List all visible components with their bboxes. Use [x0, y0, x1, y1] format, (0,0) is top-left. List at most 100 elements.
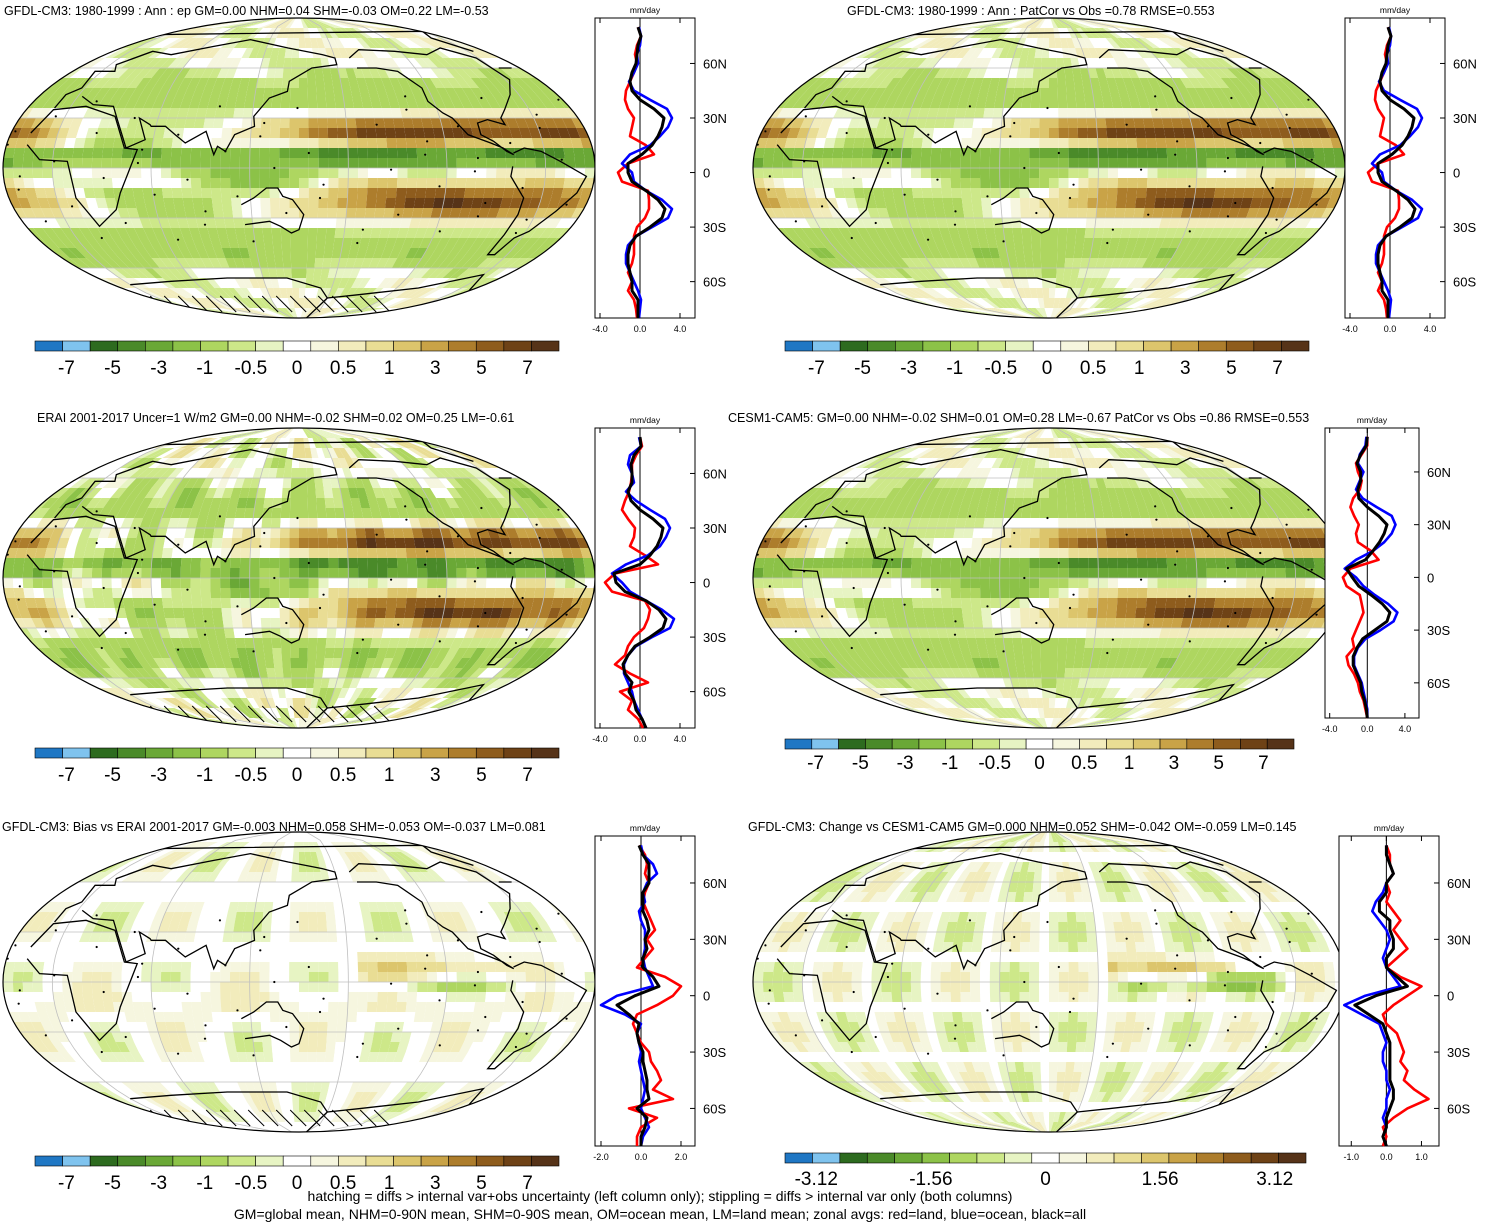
map-cell: [1076, 108, 1086, 118]
map-cell: [1186, 178, 1197, 188]
map-cell: [931, 188, 942, 198]
map-cell: [1056, 58, 1064, 68]
map-cell: [72, 178, 83, 188]
stipple-dot: [103, 177, 105, 179]
map-cell: [368, 168, 378, 178]
map-cell: [464, 598, 475, 608]
map-cell: [233, 108, 244, 118]
map-cell: [1049, 108, 1058, 118]
map-cell: [535, 168, 545, 178]
map-cell: [1235, 178, 1246, 188]
map-cell: [270, 128, 280, 138]
map-cell: [314, 68, 323, 78]
map-cell: [465, 148, 476, 158]
map-cell: [309, 188, 319, 198]
map-cell: [309, 578, 319, 588]
panel-1: GFDL-CM3: 1980-1999 : Ann : ep GM=0.00 N…: [3, 4, 727, 379]
map-cell: [231, 198, 242, 208]
map-cell: [102, 148, 113, 158]
map-cell: [803, 178, 814, 188]
map-cell: [289, 148, 299, 158]
map-cell: [985, 228, 996, 238]
map-cell: [415, 598, 426, 608]
map-cell: [357, 548, 367, 558]
map-cell: [1012, 228, 1022, 238]
map-cell: [289, 588, 299, 598]
map-cell: [1011, 218, 1021, 228]
map-cell: [1022, 228, 1032, 238]
map-cell: [1106, 128, 1117, 138]
map-cell: [200, 168, 210, 178]
map-cell: [437, 168, 447, 178]
map-cell: [151, 158, 161, 168]
map-cell: [397, 588, 407, 598]
map-cell: [368, 158, 378, 168]
map-cell: [191, 148, 201, 158]
map-cell: [1058, 238, 1067, 248]
map-cell: [173, 538, 184, 548]
colorbar-swatch: [421, 341, 449, 351]
map-cell: [1117, 138, 1127, 148]
map-cell: [162, 548, 173, 558]
map-cell: [171, 578, 181, 588]
map-cell: [862, 168, 872, 178]
map-cell: [1197, 168, 1207, 178]
stipple-dot: [14, 130, 16, 132]
map-cell: [240, 548, 250, 558]
map-cell: [395, 198, 406, 208]
map-cell: [425, 548, 436, 558]
colorbar-swatch: [868, 341, 896, 351]
stipple-dot: [846, 100, 848, 102]
map-cell: [1078, 128, 1088, 138]
colorbar-label: 7: [1272, 358, 1283, 379]
map-cell: [211, 598, 222, 608]
map-cell: [319, 588, 329, 598]
map-cell: [1106, 198, 1117, 208]
map-cell: [291, 258, 299, 268]
map-cell: [1010, 148, 1020, 158]
map-cell: [454, 598, 465, 608]
map-cell: [1294, 178, 1305, 188]
map-cell: [573, 148, 584, 158]
colorbar-label: -3: [900, 358, 917, 379]
map-cell: [273, 78, 282, 88]
map-cell: [1041, 258, 1049, 268]
map-cell: [476, 158, 486, 168]
map-cell: [1049, 198, 1059, 208]
colorbar-swatch: [118, 341, 146, 351]
map-cell: [397, 578, 407, 588]
map-cell: [1000, 138, 1010, 148]
map-cell: [970, 178, 980, 188]
map-cell: [1194, 188, 1205, 198]
map-cell: [308, 228, 317, 238]
map-cell: [940, 158, 950, 168]
map-cell: [1049, 38, 1056, 48]
map-cell: [1107, 188, 1117, 198]
map-cell: [407, 148, 417, 158]
map-cell: [338, 578, 348, 588]
map-cell: [326, 508, 336, 518]
map-cell: [348, 158, 358, 168]
map-cell: [307, 248, 316, 258]
map-cell: [792, 168, 802, 178]
map-cell: [337, 128, 347, 138]
map-cell: [244, 98, 255, 108]
map-cell: [822, 158, 832, 168]
map-cell: [210, 158, 220, 168]
map-cell: [437, 578, 447, 588]
stipple-dot: [936, 179, 938, 181]
stipple-dot: [1259, 142, 1261, 144]
map-cell: [299, 558, 309, 568]
map-cell: [813, 148, 824, 158]
map-cell: [290, 88, 299, 98]
stipple-dot: [769, 175, 771, 177]
map-cell: [1214, 138, 1225, 148]
map-cell: [171, 568, 181, 578]
map-cell: [270, 198, 280, 208]
map-cell: [516, 168, 526, 178]
map-cell: [191, 548, 202, 558]
map-cell: [309, 198, 319, 208]
map-cell: [299, 228, 308, 238]
map-cell: [290, 98, 299, 108]
map-cell: [1127, 148, 1137, 158]
